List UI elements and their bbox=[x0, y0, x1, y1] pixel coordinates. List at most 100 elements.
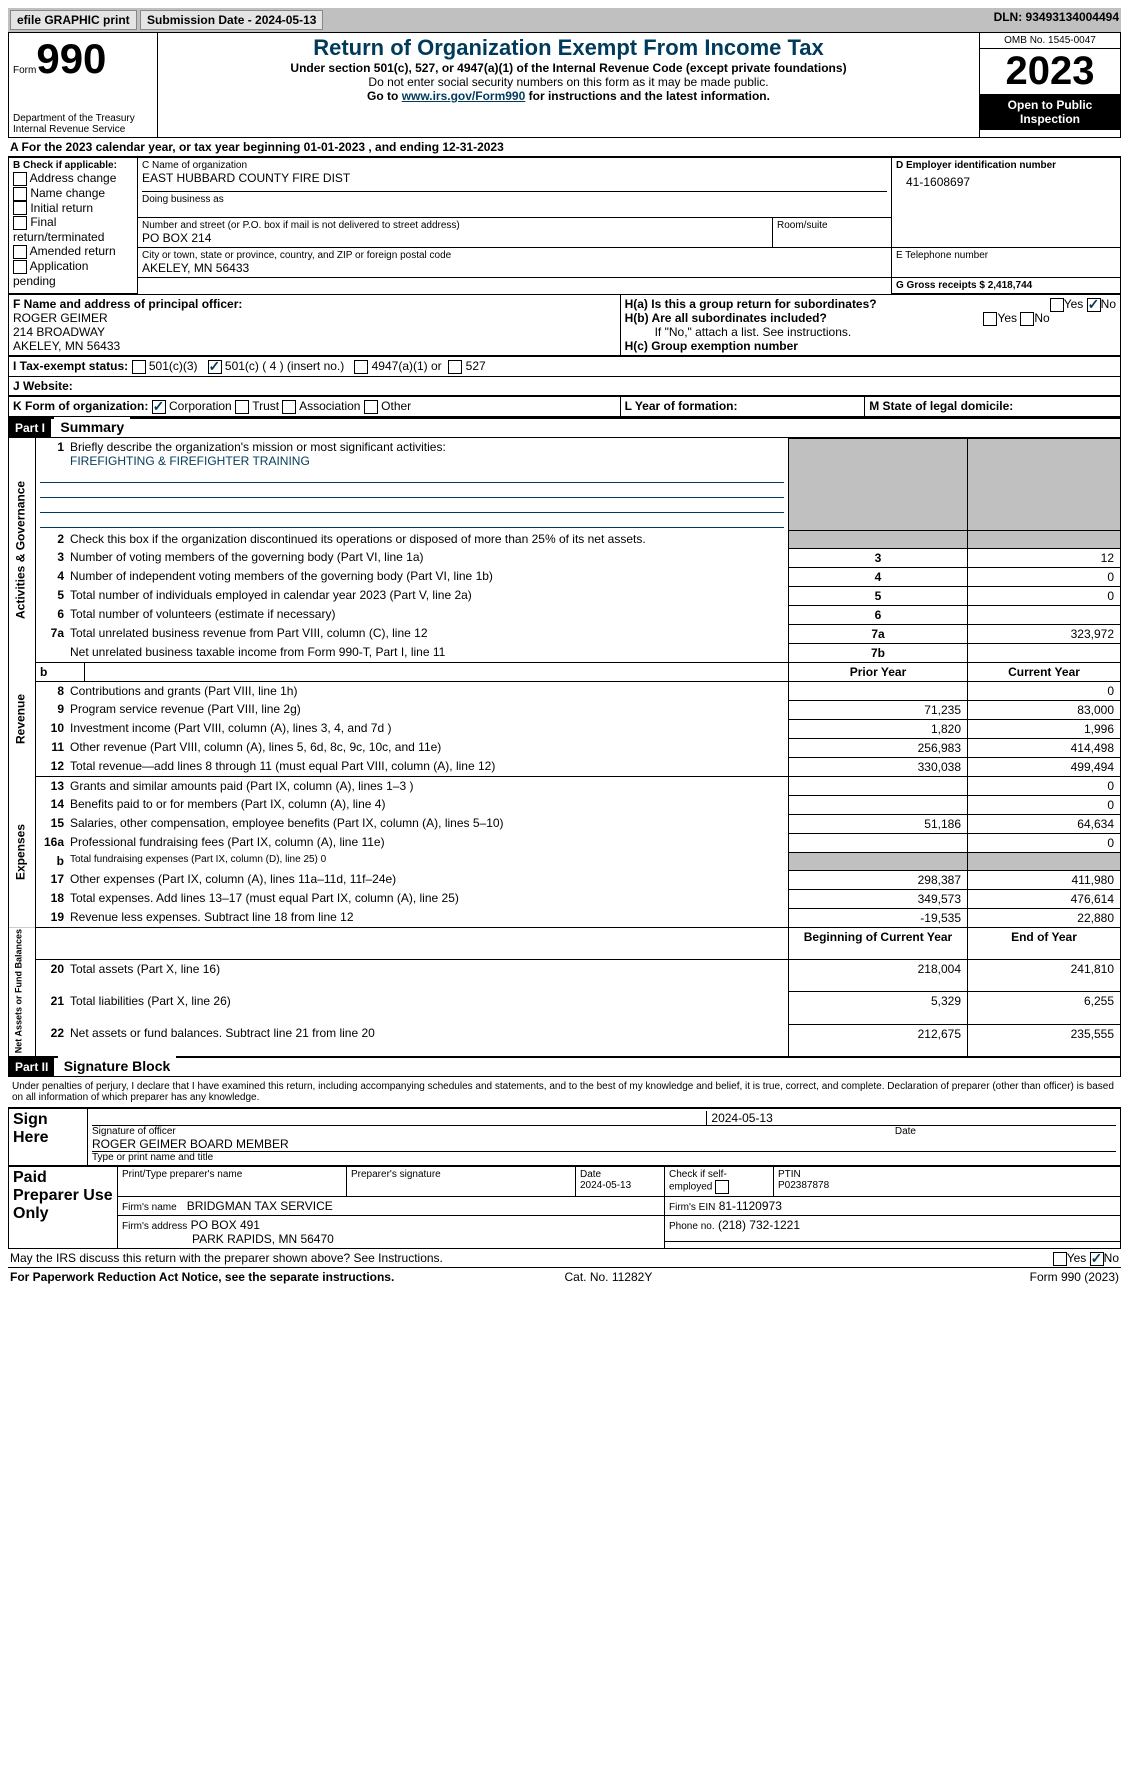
c22: 235,555 bbox=[968, 1024, 1121, 1056]
cb-corp[interactable] bbox=[152, 400, 166, 414]
cb-pending[interactable] bbox=[13, 260, 27, 274]
cb-501c[interactable] bbox=[208, 360, 222, 374]
p22: 212,675 bbox=[789, 1024, 968, 1056]
c14: 0 bbox=[968, 795, 1121, 814]
part1-hdr: Part I bbox=[9, 419, 51, 437]
l1-text: Briefly describe the organization's miss… bbox=[70, 440, 784, 454]
cb-other[interactable] bbox=[364, 400, 378, 414]
l3-text: Number of voting members of the governin… bbox=[70, 550, 784, 564]
cb-amended[interactable] bbox=[13, 245, 27, 259]
p10: 1,820 bbox=[789, 719, 968, 738]
cb-527[interactable] bbox=[448, 360, 462, 374]
c16a: 0 bbox=[968, 833, 1121, 852]
v7a: 323,972 bbox=[968, 624, 1121, 643]
p21: 5,329 bbox=[789, 992, 968, 1024]
vlabel-revenue: Revenue bbox=[9, 662, 36, 776]
firm-addr2: PARK RAPIDS, MN 56470 bbox=[122, 1232, 334, 1246]
hb-no[interactable] bbox=[1020, 312, 1034, 326]
l5-text: Total number of individuals employed in … bbox=[70, 588, 784, 602]
i-501c3: 501(c)(3) bbox=[149, 359, 198, 373]
firm-name-lbl: Firm's name bbox=[122, 1202, 177, 1213]
no-1: No bbox=[1101, 297, 1116, 311]
ha-no[interactable] bbox=[1087, 298, 1101, 312]
k-l-m-table: K Form of organization: Corporation Trus… bbox=[8, 396, 1121, 417]
l17: Other expenses (Part IX, column (A), lin… bbox=[70, 872, 784, 886]
cb-assoc[interactable] bbox=[282, 400, 296, 414]
f-h-table: F Name and address of principal officer:… bbox=[8, 294, 1121, 356]
firm-addr1: PO BOX 491 bbox=[191, 1218, 260, 1232]
efile-button[interactable]: efile GRAPHIC print bbox=[10, 10, 137, 30]
p14 bbox=[789, 795, 968, 814]
goto-pre: Go to bbox=[367, 89, 402, 103]
firm-addr-lbl: Firm's address bbox=[122, 1221, 187, 1232]
sig-type: Type or print name and title bbox=[92, 1151, 1116, 1163]
l21: Total liabilities (Part X, line 26) bbox=[70, 994, 784, 1008]
c20: 241,810 bbox=[968, 959, 1121, 991]
cb-self-employed[interactable] bbox=[715, 1180, 729, 1194]
paperwork: For Paperwork Reduction Act Notice, see … bbox=[10, 1270, 394, 1284]
p17: 298,387 bbox=[789, 870, 968, 889]
cb-final[interactable] bbox=[13, 216, 27, 230]
city-value: AKELEY, MN 56433 bbox=[142, 261, 887, 275]
omb-label: OMB No. 1545-0047 bbox=[980, 33, 1120, 49]
k-trust: Trust bbox=[252, 399, 279, 413]
yes-3: Yes bbox=[1067, 1251, 1087, 1265]
f-name: ROGER GEIMER bbox=[13, 311, 108, 325]
firm-ein-lbl: Firm's EIN bbox=[669, 1202, 715, 1213]
p15: 51,186 bbox=[789, 814, 968, 833]
d-ein-value: 41-1608697 bbox=[896, 171, 1116, 189]
l22: Net assets or fund balances. Subtract li… bbox=[70, 1026, 784, 1040]
l20: Total assets (Part X, line 16) bbox=[70, 962, 784, 976]
subtitle-2: Do not enter social security numbers on … bbox=[162, 75, 975, 89]
hb-label: H(b) Are all subordinates included? bbox=[625, 311, 827, 325]
p18: 349,573 bbox=[789, 889, 968, 908]
cb-initial[interactable] bbox=[13, 201, 27, 215]
submission-button[interactable]: Submission Date - 2024-05-13 bbox=[140, 10, 323, 30]
toolbar: efile GRAPHIC print Submission Date - 20… bbox=[8, 8, 1121, 32]
l-label: L Year of formation: bbox=[625, 399, 738, 413]
cb-trust[interactable] bbox=[235, 400, 249, 414]
cb-4947[interactable] bbox=[354, 360, 368, 374]
firm-name: BRIDGMAN TAX SERVICE bbox=[187, 1199, 333, 1213]
form-title: Return of Organization Exempt From Incom… bbox=[162, 35, 975, 61]
b-opt-2: Initial return bbox=[30, 201, 93, 215]
discuss-no[interactable] bbox=[1090, 1252, 1104, 1266]
vlabel-netassets: Net Assets or Fund Balances bbox=[9, 927, 36, 1056]
b-opt-0: Address change bbox=[30, 171, 117, 185]
l18: Total expenses. Add lines 13–17 (must eq… bbox=[70, 891, 784, 905]
c19: 22,880 bbox=[968, 908, 1121, 927]
pt-date: 2024-05-13 bbox=[580, 1180, 631, 1191]
l7a-text: Total unrelated business revenue from Pa… bbox=[70, 626, 784, 640]
dln-label: DLN: 93493134004494 bbox=[994, 10, 1119, 24]
discuss-yes[interactable] bbox=[1053, 1252, 1067, 1266]
l14: Benefits paid to or for members (Part IX… bbox=[70, 797, 784, 811]
preparer-table: Paid Preparer Use Only Print/Type prepar… bbox=[8, 1166, 1121, 1249]
c21: 6,255 bbox=[968, 992, 1121, 1024]
c11: 414,498 bbox=[968, 738, 1121, 757]
b-opt-1: Name change bbox=[30, 186, 105, 200]
f-addr1: 214 BROADWAY bbox=[13, 325, 105, 339]
no-2: No bbox=[1034, 311, 1049, 325]
p8 bbox=[789, 681, 968, 700]
phone-lbl: Phone no. bbox=[669, 1221, 715, 1232]
part2-title: Signature Block bbox=[58, 1056, 177, 1076]
cb-address-change[interactable] bbox=[13, 172, 27, 186]
c-name-label: C Name of organization bbox=[142, 160, 887, 171]
pt-name-lbl: Print/Type preparer's name bbox=[118, 1166, 347, 1196]
l6-text: Total number of volunteers (estimate if … bbox=[70, 607, 784, 621]
c18: 476,614 bbox=[968, 889, 1121, 908]
cb-501c3[interactable] bbox=[132, 360, 146, 374]
irs-link[interactable]: www.irs.gov/Form990 bbox=[402, 89, 526, 103]
vlabel-governance: Activities & Governance bbox=[9, 438, 36, 662]
part1-title: Summary bbox=[54, 417, 130, 437]
hb-yes[interactable] bbox=[983, 312, 997, 326]
l11: Other revenue (Part VIII, column (A), li… bbox=[70, 740, 784, 754]
ha-yes[interactable] bbox=[1050, 298, 1064, 312]
v4: 0 bbox=[968, 567, 1121, 586]
yes-2: Yes bbox=[997, 311, 1017, 325]
subtitle-1: Under section 501(c), 527, or 4947(a)(1)… bbox=[162, 61, 975, 75]
cb-name-change[interactable] bbox=[13, 187, 27, 201]
e-phone-label: E Telephone number bbox=[896, 250, 1116, 261]
discuss-text: May the IRS discuss this return with the… bbox=[10, 1251, 443, 1265]
l9: Program service revenue (Part VIII, line… bbox=[70, 702, 784, 716]
